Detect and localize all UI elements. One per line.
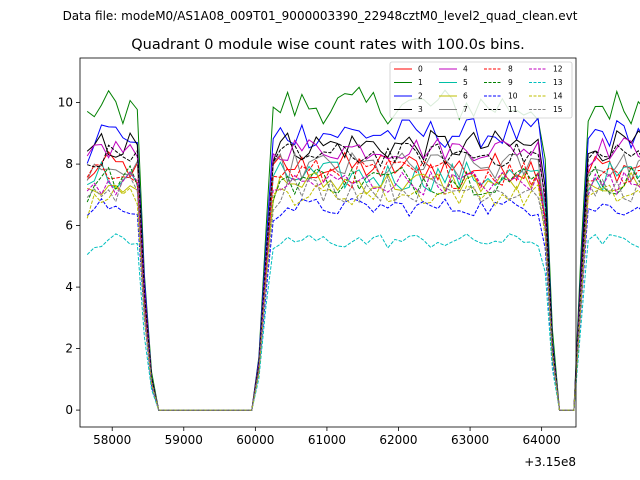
legend-label-9: 9: [508, 78, 513, 87]
y-tick-label: 8: [65, 157, 73, 171]
legend-label-13: 13: [553, 78, 563, 87]
legend-label-15: 15: [553, 105, 563, 114]
x-tick-label: 64000: [523, 433, 561, 447]
y-tick-label: 6: [65, 219, 73, 233]
x-tick-label: 59000: [165, 433, 203, 447]
legend-label-12: 12: [553, 65, 563, 74]
legend-label-5: 5: [463, 78, 468, 87]
x-tick-label: 60000: [236, 433, 274, 447]
y-tick-label: 10: [58, 96, 73, 110]
series-line-8: [86, 157, 640, 411]
x-tick-label: 63000: [451, 433, 489, 447]
x-tick-label: 61000: [308, 433, 346, 447]
x-tick-label: 58000: [93, 433, 131, 447]
series-line-12: [86, 170, 640, 411]
legend-label-14: 14: [553, 92, 563, 101]
series-line-14: [86, 183, 640, 411]
legend-label-1: 1: [418, 78, 423, 87]
legend-label-3: 3: [418, 105, 423, 114]
legend-label-10: 10: [508, 92, 518, 101]
legend-label-8: 8: [508, 65, 513, 74]
legend-label-0: 0: [418, 65, 423, 74]
axes: 58000 59000 60000 61000 62000 63000 64000 0 2 4 6 8…: [58, 57, 577, 447]
y-tick-label: 0: [65, 403, 73, 417]
legend-label-6: 6: [463, 92, 468, 101]
series-line-6: [87, 170, 640, 411]
y-tick-label: 2: [65, 342, 73, 356]
chart-title: Quadrant 0 module wise count rates with …: [131, 37, 525, 53]
plot-area: [86, 86, 640, 411]
legend-label-2: 2: [418, 92, 423, 101]
series-line-11: [87, 141, 640, 411]
series-line-3: [86, 129, 640, 411]
series-line-5: [86, 160, 640, 411]
legend-label-4: 4: [463, 65, 468, 74]
x-offset-label: +3.15e8: [524, 455, 576, 469]
y-tick-label: 4: [65, 280, 73, 294]
legend-label-11: 11: [508, 105, 518, 114]
legend-box: [389, 61, 573, 119]
series-line-15: [86, 174, 640, 411]
legend-label-7: 7: [463, 105, 468, 114]
axes-frame: [79, 57, 577, 428]
series-line-9: [86, 164, 640, 411]
figure-suptitle: Data file: modeM0/AS1A08_009T01_90000033…: [63, 9, 578, 23]
x-tick-label: 62000: [379, 433, 417, 447]
